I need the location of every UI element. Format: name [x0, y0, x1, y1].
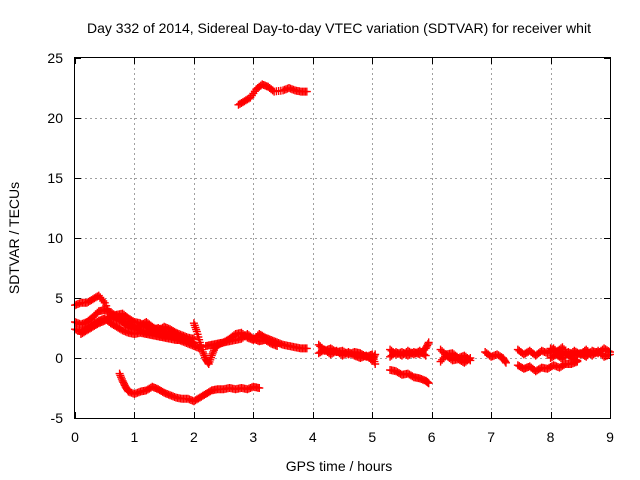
y-tick-label: 20 [47, 110, 63, 126]
data-series [71, 80, 614, 406]
data-point-marker [501, 357, 510, 366]
series-arc-low [115, 369, 264, 406]
plot-frame [74, 57, 611, 419]
data-point-marker [207, 351, 216, 360]
series-arc-p [513, 357, 582, 376]
data-point-marker [116, 371, 125, 380]
data-point-marker [302, 87, 311, 96]
x-tick-label: 3 [249, 429, 257, 445]
data-point-marker [370, 351, 379, 360]
y-tick-label: -5 [51, 410, 64, 426]
series-arc-d [76, 309, 198, 347]
data-point-marker [423, 339, 432, 348]
grid-lines [75, 58, 610, 418]
data-point-marker [421, 351, 430, 360]
chart-title: Day 332 of 2014, Sidereal Day-to-day VTE… [87, 20, 591, 36]
x-tick-label: 6 [428, 429, 436, 445]
series-arc-high [234, 80, 311, 109]
x-axis-label: GPS time / hours [286, 458, 393, 474]
data-point-marker [200, 351, 209, 360]
x-tick-label: 2 [190, 429, 198, 445]
data-point-marker [208, 349, 217, 358]
data-point-marker [199, 349, 208, 358]
y-tick-label: 25 [47, 50, 63, 66]
data-point-marker [424, 379, 433, 388]
data-point-marker [371, 350, 380, 359]
axis-ticks: 0 1 2 3 4 5 6 7 8 9 -5 0 5 10 15 20 25 [47, 50, 614, 445]
series-arc-n [481, 348, 510, 367]
x-tick-label: 0 [71, 429, 79, 445]
y-tick-label: 0 [55, 350, 63, 366]
data-point-marker [573, 357, 582, 366]
data-point-marker [198, 348, 207, 356]
data-point-marker [255, 384, 264, 392]
x-tick-label: 8 [547, 429, 555, 445]
data-point-marker [420, 350, 429, 359]
y-tick-label: 15 [47, 170, 63, 186]
series-arc-f [201, 328, 311, 353]
series-arc-j [386, 346, 430, 361]
series-arc-k [386, 366, 433, 388]
data-point-marker [464, 355, 473, 364]
data-point-marker [117, 373, 126, 382]
data-point-marker [115, 369, 124, 378]
data-point-marker [302, 344, 311, 353]
series-arc-e [189, 319, 282, 368]
y-tick-label: 10 [47, 230, 63, 246]
data-point-marker [501, 358, 510, 367]
x-tick-label: 1 [131, 429, 139, 445]
series-arc-r [546, 343, 614, 361]
data-point-marker [209, 348, 218, 356]
x-tick-label: 7 [487, 429, 495, 445]
data-point-marker [99, 297, 108, 305]
data-point-marker [466, 356, 475, 365]
data-point-marker [424, 338, 433, 347]
y-tick-label: 5 [55, 290, 63, 306]
series-arc-h [314, 345, 380, 365]
y-axis-label: SDTVAR / TECUs [6, 182, 22, 294]
x-tick-label: 9 [606, 429, 614, 445]
x-tick-label: 4 [309, 429, 317, 445]
series-arc-m [436, 349, 475, 366]
x-tick-label: 5 [368, 429, 376, 445]
